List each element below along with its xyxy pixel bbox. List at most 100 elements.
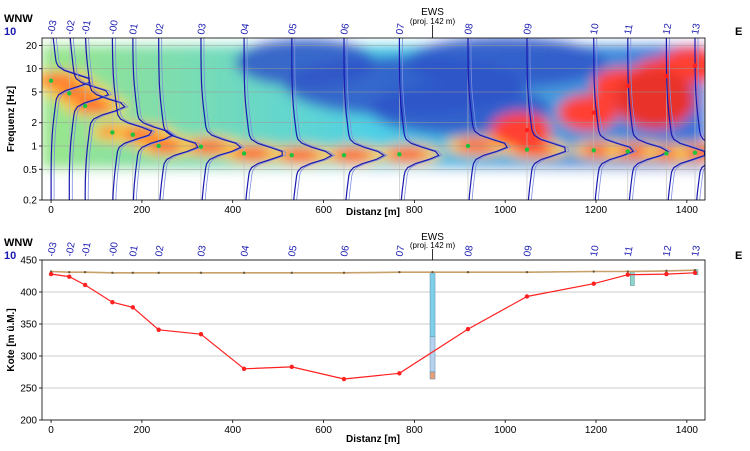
profile-station-label: 03: [196, 244, 209, 257]
hvsr-fundamental-peak: [524, 147, 530, 152]
hvsr-curve: [50, 38, 91, 200]
surface-point: [525, 270, 529, 274]
bedrock-point: [48, 271, 54, 277]
heatmap-x-tick-label: 1400: [676, 205, 699, 216]
profile-y-axis-label: Kote [m ü.M.]: [6, 308, 17, 371]
hvsr-curve: [132, 38, 174, 200]
heatmap-x-axis-label: Distanz [m]: [346, 207, 400, 218]
bedrock-point: [110, 300, 115, 305]
borehole-column-middle: [429, 336, 436, 373]
hvsr-curve-spread: [669, 38, 705, 200]
hvsr-fundamental-peak: [664, 151, 669, 156]
profile-x-tick-label: 400: [224, 425, 241, 436]
profile-frame: [41, 259, 706, 421]
heatmap-ridge-core: [387, 148, 428, 161]
bedrock-point: [591, 281, 596, 286]
hvsr-curve-spread: [87, 38, 129, 200]
bedrock-point: [67, 274, 72, 279]
heatmap-station-labels: -03 -02 -01 -00 01 02 03 04 05 06 07 08 09 10 11 12 13: [46, 19, 703, 36]
bedrock-point: [625, 272, 631, 277]
surface-point: [342, 271, 346, 274]
hvsr-curve: [593, 38, 635, 200]
hvsr-fundamental-peak: [198, 144, 204, 149]
heatmap-secondary-peak: [557, 94, 618, 131]
surface-point: [626, 270, 630, 273]
heatmap-direction-left: WNW: [4, 13, 33, 25]
hvsr-curve: [526, 38, 567, 200]
profile-start-number: 10: [4, 250, 16, 262]
profile-x-tick-label: 0: [48, 425, 54, 436]
heatmap-direction-right: E: [735, 26, 742, 38]
hvsr-peak-markers: [48, 63, 698, 158]
borehole-column-lower: [429, 371, 436, 380]
heatmap-x-tick-label: 600: [315, 205, 332, 216]
hvsr-curve-spread: [135, 38, 177, 200]
heatmap-background: [42, 38, 705, 200]
profile-station-label: 08: [463, 244, 476, 257]
hvsr-fundamental-peak: [289, 153, 294, 158]
profile-series: [48, 269, 698, 382]
elevation-profile-panel: 0 200 400 600 800 1000 1200 1400 200 250 300 350 40…: [4, 232, 742, 445]
bedrock-point: [465, 326, 471, 332]
heatmap-x-tick-label: 0: [48, 205, 54, 216]
surface-point: [68, 270, 71, 274]
hvsr-curve-spread: [53, 38, 93, 200]
heatmap-station-label: 06: [339, 22, 352, 35]
hvsr-curve-spread: [115, 38, 156, 200]
profile-y-tick-label: 200: [20, 416, 37, 427]
hvsr-fundamental-peak: [82, 103, 88, 109]
profile-station-label: 06: [339, 244, 352, 257]
bedrock-point: [664, 271, 669, 277]
heatmap-y-tick-label: 2: [31, 118, 37, 129]
heatmap-station-label: 09: [522, 22, 535, 35]
hvsr-curve: [343, 38, 386, 200]
heatmap-station-label: 08: [463, 22, 476, 35]
profile-x-ticks: 0 200 400 600 800 1000 1200 1400: [48, 420, 698, 436]
heatmap-y-tick-label: 5: [31, 88, 37, 99]
heatmap-secondary-peak: [490, 112, 551, 149]
hvsr-secondary-peak: [524, 128, 530, 133]
surface-point: [466, 270, 470, 274]
hvsr-fundamental-peak: [625, 149, 631, 154]
profile-direction-left: WNW: [4, 237, 33, 249]
profile-station-label: 11: [623, 245, 636, 258]
heatmap-ridge-core: [232, 147, 273, 160]
heatmap-station-label: -03: [46, 19, 59, 36]
heatmap-station-label: -02: [64, 19, 77, 36]
surface-point: [398, 270, 401, 274]
hvsr-fundamental-peak: [692, 150, 698, 155]
heatmap-station-label: 11: [623, 23, 636, 36]
hvsr-fundamental-peak: [156, 143, 161, 149]
surface-point: [665, 269, 668, 273]
heatmap-station-label: -01: [80, 19, 93, 36]
profile-station-label: 02: [154, 244, 167, 257]
heatmap-x-tick-label: 200: [134, 205, 151, 216]
profile-direction-right: E: [735, 250, 742, 262]
bedrock-point: [156, 327, 161, 332]
surface-point: [592, 270, 595, 273]
profile-station-label: -03: [46, 241, 59, 258]
hvsr-curve: [665, 38, 705, 200]
profile-y-ticks: 200 250 300 350 400 450: [20, 256, 42, 427]
profile-y-tick-label: 250: [20, 384, 37, 395]
profile-station-label: 10: [589, 244, 602, 257]
hvsr-fundamental-peak: [130, 132, 136, 137]
hvsr-curve-spread: [294, 38, 336, 200]
heatmap-y-tick-label: 1: [31, 142, 37, 153]
heatmap-station-label: -00: [108, 19, 121, 36]
hvsr-fundamental-peak: [397, 152, 402, 157]
surface-point: [83, 270, 87, 274]
bedrock-point: [692, 270, 698, 275]
heatmap-borehole-label: EWS: [421, 7, 444, 18]
heatmap-borehole-note: (proj. 142 m): [410, 17, 456, 26]
surface-point: [157, 271, 160, 274]
bedrock-point: [241, 366, 247, 371]
heatmap-low-region: [405, 38, 606, 89]
profile-station-label: 12: [662, 244, 675, 257]
profile-x-tick-label: 1000: [494, 425, 517, 436]
hvsr-curve: [467, 38, 508, 200]
heatmap-y-tick-label: 0.2: [23, 196, 37, 207]
heatmap-ridge-core: [73, 99, 114, 112]
heatmap-start-number: 10: [4, 26, 16, 38]
